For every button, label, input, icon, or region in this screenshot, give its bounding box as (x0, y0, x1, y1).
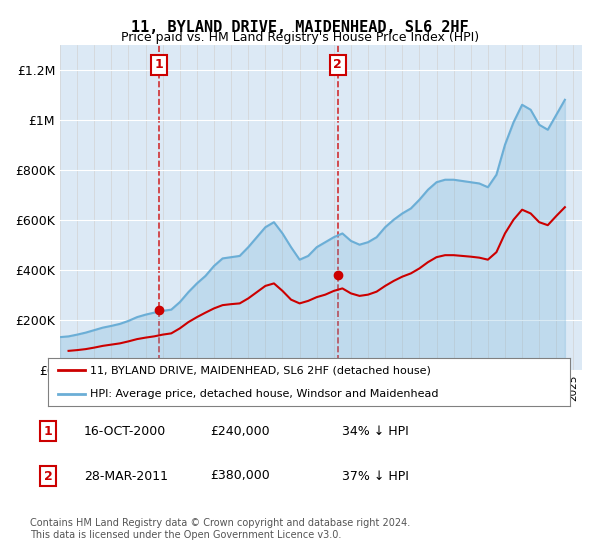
Text: 34% ↓ HPI: 34% ↓ HPI (342, 424, 409, 438)
Text: £240,000: £240,000 (210, 424, 269, 438)
Text: 11, BYLAND DRIVE, MAIDENHEAD, SL6 2HF: 11, BYLAND DRIVE, MAIDENHEAD, SL6 2HF (131, 20, 469, 35)
Text: HPI: Average price, detached house, Windsor and Maidenhead: HPI: Average price, detached house, Wind… (90, 389, 438, 399)
Text: 2: 2 (334, 58, 342, 71)
Text: Price paid vs. HM Land Registry's House Price Index (HPI): Price paid vs. HM Land Registry's House … (121, 31, 479, 44)
Text: 11, BYLAND DRIVE, MAIDENHEAD, SL6 2HF (detached house): 11, BYLAND DRIVE, MAIDENHEAD, SL6 2HF (d… (90, 365, 431, 375)
Text: 1: 1 (44, 424, 52, 438)
Text: Contains HM Land Registry data © Crown copyright and database right 2024.
This d: Contains HM Land Registry data © Crown c… (30, 519, 410, 540)
Text: 16-OCT-2000: 16-OCT-2000 (84, 424, 166, 438)
Text: £380,000: £380,000 (210, 469, 270, 483)
Text: 2: 2 (44, 469, 52, 483)
Text: 1: 1 (155, 58, 163, 71)
Text: 28-MAR-2011: 28-MAR-2011 (84, 469, 168, 483)
Text: 37% ↓ HPI: 37% ↓ HPI (342, 469, 409, 483)
